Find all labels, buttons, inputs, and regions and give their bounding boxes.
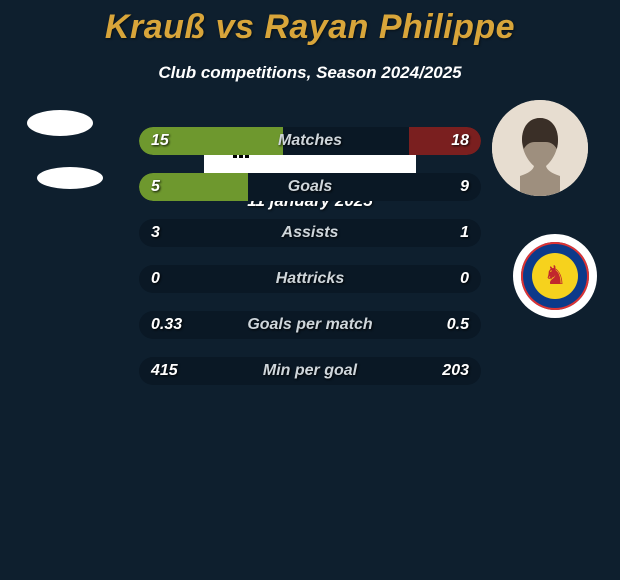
metric-label: Goals per match	[139, 316, 481, 334]
lion-icon: ♞	[543, 260, 566, 291]
player-left-avatar-placeholder-1	[27, 110, 93, 136]
metric-right-value: 18	[451, 132, 469, 150]
metric-label: Min per goal	[139, 362, 481, 380]
page-subtitle: Club competitions, Season 2024/2025	[0, 63, 620, 83]
metric-row: 3Assists1	[139, 219, 481, 247]
metric-row: 415Min per goal203	[139, 357, 481, 385]
player-right-club-badge: ♞	[513, 234, 597, 318]
metric-row: 0.33Goals per match0.5	[139, 311, 481, 339]
metric-right-value: 1	[460, 224, 469, 242]
metric-label: Matches	[139, 132, 481, 150]
profile-icon	[492, 100, 588, 196]
player-left-avatar-placeholder-2	[37, 167, 103, 189]
metric-label: Hattricks	[139, 270, 481, 288]
metric-right-value: 9	[460, 178, 469, 196]
badge-core-icon: ♞	[532, 253, 578, 299]
metric-row: 5Goals9	[139, 173, 481, 201]
metric-right-value: 0	[460, 270, 469, 288]
player-right-avatar	[492, 100, 588, 196]
metric-label: Goals	[139, 178, 481, 196]
metric-label: Assists	[139, 224, 481, 242]
badge-ring-icon: ♞	[521, 242, 589, 310]
metric-rows: 15Matches18 5Goals9 3Assists1 0Hattricks0 0.…	[139, 127, 481, 403]
metric-row: 15Matches18	[139, 127, 481, 155]
metric-right-value: 203	[442, 362, 469, 380]
metric-right-value: 0.5	[447, 316, 469, 334]
metric-row: 0Hattricks0	[139, 265, 481, 293]
page-title: Krauß vs Rayan Philippe	[0, 0, 620, 47]
